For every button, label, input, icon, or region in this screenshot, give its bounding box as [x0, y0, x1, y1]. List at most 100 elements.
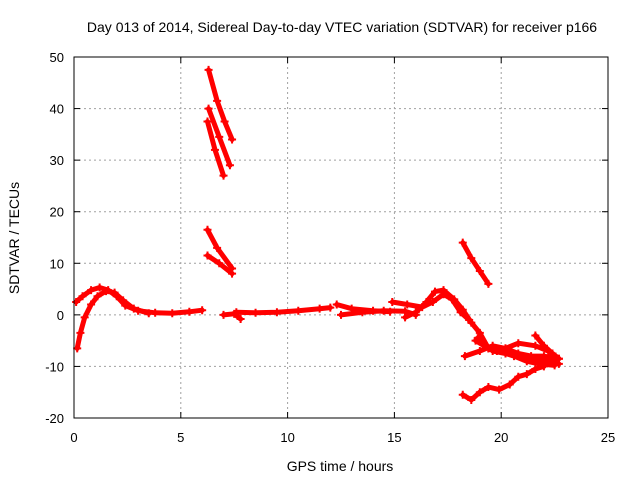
data-point — [110, 288, 119, 297]
data-point — [388, 297, 397, 306]
y-tick-label: 10 — [50, 256, 64, 271]
data-point — [495, 385, 504, 394]
data-point — [337, 310, 345, 319]
data-point — [78, 292, 87, 301]
data-point — [475, 346, 484, 355]
data-point — [315, 304, 324, 313]
data-point — [548, 349, 557, 358]
data-point — [539, 362, 548, 371]
data-point — [185, 307, 194, 316]
data-point — [213, 96, 222, 105]
data-point — [514, 339, 523, 348]
y-tick-label: 50 — [50, 50, 64, 65]
data-point — [467, 318, 476, 327]
x-tick-label: 20 — [494, 430, 508, 445]
data-point — [531, 341, 540, 350]
plot-frame — [73, 56, 609, 419]
data-point — [475, 267, 484, 276]
data-point — [522, 370, 531, 379]
data-point — [531, 331, 540, 340]
y-axis-label: SDTVAR / TECUs — [6, 182, 22, 294]
x-tick-label: 0 — [70, 430, 77, 445]
data-point — [488, 346, 497, 355]
data-point — [87, 286, 96, 295]
data-point — [550, 361, 559, 370]
data-point — [203, 251, 212, 260]
series-track-2 — [74, 288, 152, 351]
y-tick-label: -20 — [45, 411, 64, 426]
y-tick-label: -10 — [45, 359, 64, 374]
data-point — [294, 306, 303, 315]
y-tick-label: 20 — [50, 205, 64, 220]
data-point — [467, 395, 476, 404]
data-point — [73, 344, 82, 353]
data-point — [228, 269, 237, 278]
data-point — [458, 238, 467, 247]
data-point — [450, 295, 459, 304]
data-point — [460, 352, 469, 361]
data-point — [458, 390, 467, 399]
data-point — [76, 328, 85, 337]
data-point — [251, 308, 260, 317]
x-tick-label: 5 — [177, 430, 184, 445]
data-point — [401, 313, 410, 322]
data-point — [473, 334, 482, 343]
data-point — [93, 292, 102, 301]
data-point — [475, 388, 484, 397]
data-point — [219, 171, 228, 180]
data-point — [411, 308, 420, 317]
data-point — [220, 117, 229, 126]
series-track-19 — [532, 333, 562, 362]
grid-lines — [74, 57, 608, 418]
data-point — [203, 225, 212, 234]
data-point — [458, 305, 467, 314]
data-point — [236, 314, 245, 323]
data-point — [514, 372, 523, 381]
data-point — [358, 308, 367, 317]
data-point — [144, 309, 153, 318]
data-point — [204, 104, 213, 113]
data-point — [467, 254, 476, 263]
data-point — [422, 297, 431, 306]
x-tick-label: 25 — [601, 430, 615, 445]
data-point — [119, 296, 128, 305]
data-point — [475, 328, 484, 337]
data-point — [439, 286, 448, 295]
data-point — [531, 365, 540, 374]
series-track-20 — [460, 363, 547, 403]
data-point — [204, 65, 213, 74]
axis-ticks: 0 5 10 15 20 25 -20 -10 0 10 20 30 40 50 — [45, 50, 615, 445]
series-track-3 — [206, 67, 235, 142]
data-point — [203, 117, 212, 126]
data-point — [272, 308, 281, 317]
data-point — [484, 383, 493, 392]
data-point — [484, 279, 493, 288]
data-point — [554, 354, 563, 363]
data-point — [228, 135, 237, 144]
data-point — [505, 380, 514, 389]
data-series — [72, 65, 563, 404]
data-point — [232, 308, 241, 317]
data-point — [168, 309, 177, 318]
x-axis-label: GPS time / hours — [287, 458, 394, 474]
series-track-14 — [460, 240, 491, 287]
data-point — [215, 259, 224, 268]
data-point — [219, 310, 228, 319]
data-point — [210, 145, 219, 154]
data-point — [501, 344, 510, 353]
x-tick-label: 10 — [280, 430, 294, 445]
data-point — [198, 306, 207, 315]
data-point — [379, 306, 388, 315]
y-tick-label: 30 — [50, 153, 64, 168]
data-point — [539, 341, 548, 350]
data-point — [129, 304, 138, 313]
data-point — [430, 287, 439, 296]
data-point — [522, 357, 531, 366]
data-point — [72, 297, 81, 306]
data-point — [80, 313, 89, 322]
chart-title: Day 013 of 2014, Sidereal Day-to-day VTE… — [87, 19, 597, 35]
y-tick-label: 40 — [50, 102, 64, 117]
data-point — [225, 161, 234, 170]
data-point — [510, 352, 519, 361]
